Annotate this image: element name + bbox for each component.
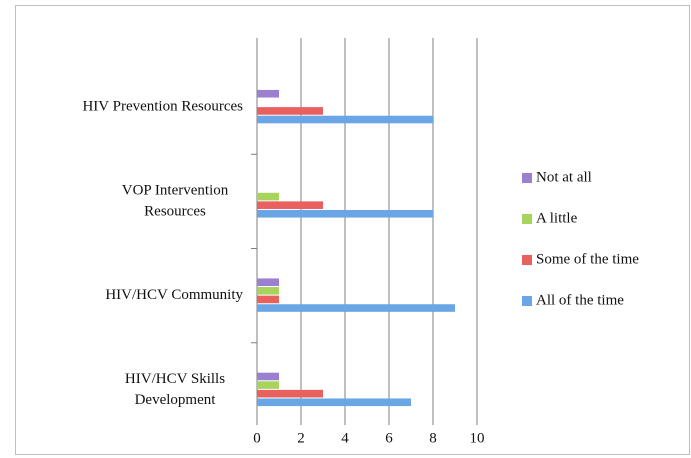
legend-swatch: [522, 296, 532, 306]
bar: [257, 209, 433, 218]
label-line: HIV/HCV Skills: [125, 371, 225, 387]
chart-frame: [15, 5, 690, 455]
y-tick-label: HIV Prevention Resources: [82, 99, 243, 115]
label-line: Development: [135, 392, 217, 408]
legend-swatch: [522, 173, 532, 183]
label-line: VOP Intervention: [122, 183, 229, 199]
y-tick-label: VOP Intervention Resources: [122, 183, 229, 220]
bar: [257, 381, 279, 389]
legend-label: All of the time: [536, 292, 624, 308]
bar: [257, 89, 279, 98]
y-tick-label: HIV/HCV Community: [105, 287, 243, 303]
bar: [257, 389, 323, 398]
x-tick-label: 8: [429, 430, 437, 446]
y-tick-label: HIV/HCV Skills Development: [125, 371, 225, 408]
x-tick-label: 0: [253, 430, 261, 446]
legend-label: Not at all: [536, 169, 592, 185]
bar: [257, 372, 279, 381]
bar: [257, 192, 279, 201]
bar: [257, 107, 323, 115]
x-tick-label: 2: [297, 430, 305, 446]
bar: [257, 115, 433, 124]
label-line: Resources: [144, 204, 206, 220]
legend-label: Some of the time: [536, 251, 639, 267]
x-tick-label: 4: [341, 430, 349, 446]
legend-label: A little: [536, 210, 578, 226]
x-tick-label: 6: [385, 430, 393, 446]
bar: [257, 201, 323, 209]
bar: [257, 295, 279, 304]
bar: [257, 398, 411, 407]
bar: [257, 278, 279, 287]
bar: [257, 304, 455, 312]
x-tick-label: 10: [470, 430, 485, 446]
legend-swatch: [522, 255, 532, 265]
legend-swatch: [522, 214, 532, 224]
bar: [257, 287, 279, 295]
